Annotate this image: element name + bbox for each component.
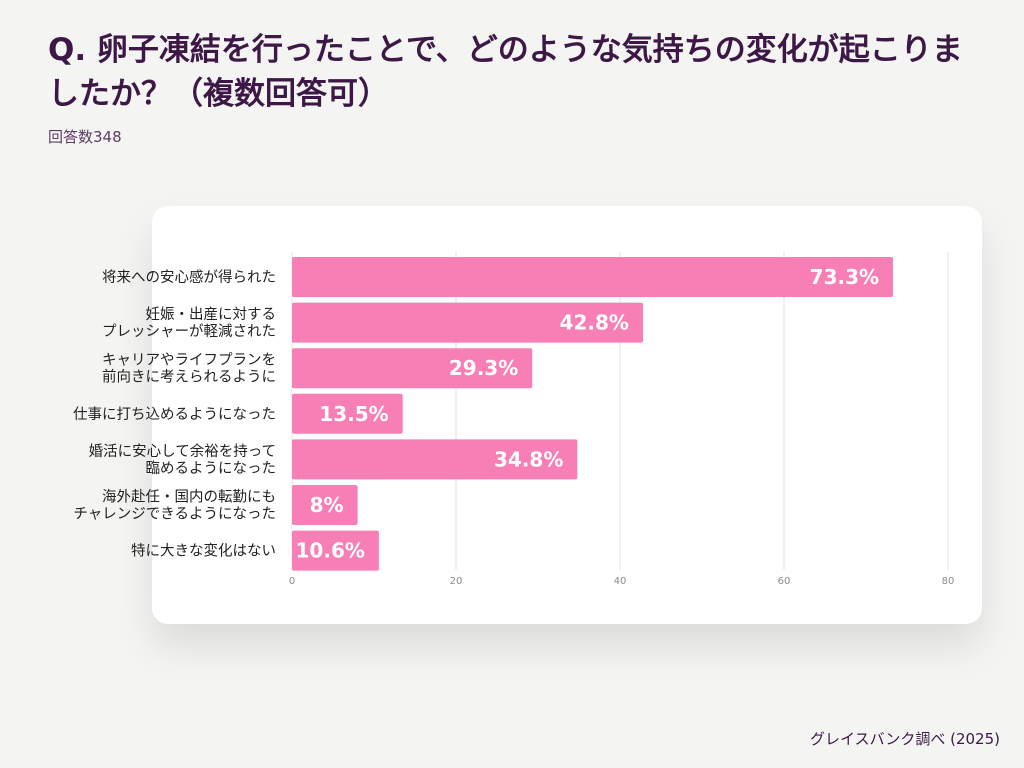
category-label: 妊娠・出産に対する <box>146 306 277 323</box>
category-label: プレッシャーが軽減された <box>102 323 276 340</box>
category-label: キャリアやライフプランを <box>102 352 276 369</box>
respondent-count: 回答数348 <box>48 128 122 146</box>
source-credit: グレイスバンク調べ (2025) <box>810 730 1000 748</box>
data-label: 29.3% <box>449 356 518 380</box>
x-tick-label: 0 <box>289 576 295 587</box>
bar <box>292 530 379 571</box>
data-label: 42.8% <box>560 311 629 335</box>
x-tick-label: 40 <box>614 576 627 587</box>
data-label: 34.8% <box>494 447 563 471</box>
x-tick-label: 80 <box>942 576 955 587</box>
bar <box>292 348 533 389</box>
category-label: 特に大きな変化はない <box>131 543 276 560</box>
bar <box>292 302 643 343</box>
category-label: 仕事に打ち込めるようになった <box>73 406 276 423</box>
category-label: 婚活に安心して余裕を持って <box>89 442 276 460</box>
bar <box>292 393 403 434</box>
bar <box>292 485 358 525</box>
x-tick-label: 60 <box>778 576 791 587</box>
category-label: 海外赴任・国内の転勤にも <box>102 489 276 506</box>
bar <box>292 439 578 480</box>
category-label: 臨めるようになった <box>146 460 277 477</box>
data-label: 13.5% <box>319 402 388 426</box>
chart-title: Q. 卵子凍結を行ったことで、どのような気持ちの変化が起こりましたか？（複数回答… <box>48 32 963 112</box>
bar <box>292 257 894 297</box>
data-label: 8% <box>310 493 344 517</box>
category-label: チャレンジできるようになった <box>73 506 276 523</box>
category-label: 将来への安心感が得られた <box>102 269 276 286</box>
data-label: 73.3% <box>810 265 879 289</box>
category-label: 前向きに考えられるように <box>102 369 276 386</box>
data-label: 10.6% <box>296 539 365 563</box>
x-tick-label: 20 <box>450 576 463 587</box>
bar-chart: 0 20 40 60 80 73.3% 将来への安心感が得られた 42.8% 妊娠・出産に対する… <box>73 252 955 587</box>
